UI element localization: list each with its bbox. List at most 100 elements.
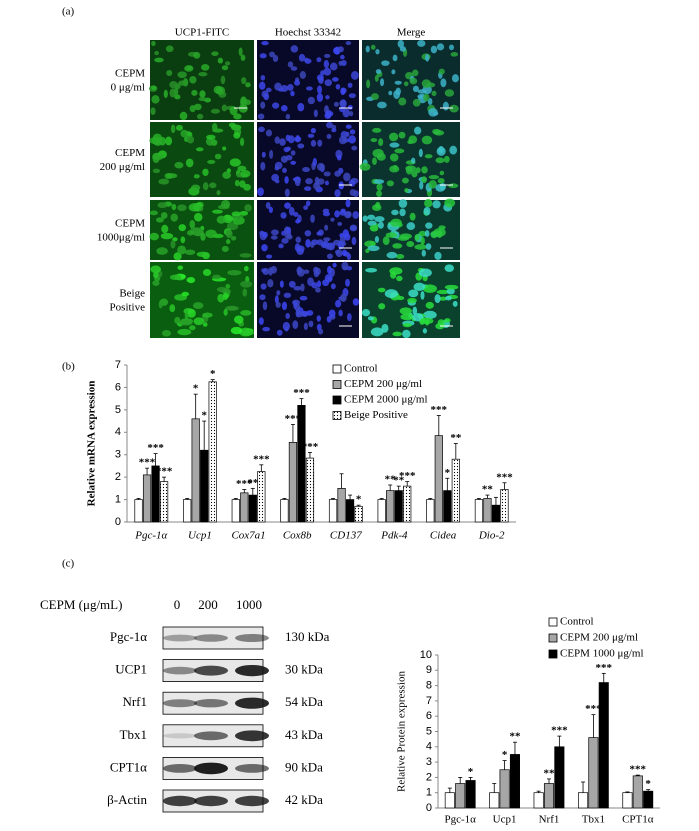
cell [425, 222, 433, 229]
cell [290, 90, 295, 97]
cell [376, 152, 386, 161]
cell [367, 316, 374, 321]
cell [339, 209, 347, 216]
legend-swatch [548, 649, 558, 659]
cell [395, 254, 405, 260]
cell [161, 224, 169, 234]
cell [428, 107, 438, 117]
cell [196, 113, 204, 120]
cell [409, 77, 418, 85]
cell [420, 236, 425, 245]
significance-label: *** [302, 441, 319, 453]
legend-label: CEPM 200 μg/ml [560, 632, 638, 644]
row-label: CEPM 200 μg/ml [100, 146, 146, 172]
cell [210, 108, 221, 114]
cell [437, 229, 443, 239]
cell [178, 80, 187, 86]
cell [245, 82, 251, 88]
cell [300, 283, 305, 292]
cell [435, 157, 445, 164]
bar [377, 499, 386, 523]
significance-label: *** [253, 453, 270, 465]
cell [329, 62, 338, 71]
cell [303, 205, 309, 210]
cell [233, 113, 242, 120]
cell [262, 231, 268, 238]
cell [362, 215, 368, 222]
cell [444, 264, 455, 272]
cell [274, 136, 280, 144]
dose-label: 1000 [236, 597, 262, 612]
cell [195, 147, 204, 152]
significance-label: *** [431, 404, 448, 416]
cell [216, 190, 221, 196]
legend-swatch [548, 617, 558, 627]
cell [227, 269, 242, 276]
cell [317, 162, 325, 171]
cell [439, 183, 447, 191]
cell [343, 172, 351, 182]
significance-label: *** [496, 471, 513, 483]
cell [336, 155, 342, 161]
cell [417, 89, 428, 94]
cell [151, 85, 157, 91]
cell [338, 309, 343, 317]
y-tick-label: 0 [426, 802, 432, 814]
cell [261, 41, 269, 46]
cell [306, 86, 313, 91]
cell [431, 90, 437, 97]
x-tick-label: Pgc-1α [134, 530, 167, 542]
cell [193, 317, 205, 326]
cell [205, 229, 217, 239]
cell [200, 232, 206, 241]
cell [285, 146, 292, 151]
significance-label: *** [630, 764, 647, 776]
cell [395, 87, 401, 96]
cell [369, 241, 376, 246]
cell [392, 243, 403, 249]
cell [262, 326, 270, 332]
cell [315, 287, 321, 293]
cell [439, 170, 445, 176]
cell [241, 77, 247, 85]
cell [370, 327, 384, 337]
significance-label: * [645, 778, 651, 790]
x-tick-label: Pgc-1α [444, 814, 476, 826]
cell [440, 78, 447, 88]
cell [436, 43, 445, 51]
cell [310, 214, 315, 223]
x-tick-label: CPT1α [622, 814, 654, 826]
size-label: 42 kDa [285, 792, 323, 807]
cell [238, 327, 253, 337]
cell [369, 224, 379, 232]
legend-swatch [332, 364, 342, 374]
cell [157, 202, 168, 209]
cell [412, 306, 418, 315]
cell [303, 269, 310, 274]
cell [199, 90, 206, 98]
cell [376, 190, 382, 198]
band [194, 634, 228, 642]
cell [338, 135, 347, 145]
cell [407, 297, 417, 304]
cell [424, 154, 433, 159]
cell [398, 199, 408, 208]
cell [292, 320, 299, 330]
cell [229, 106, 238, 116]
cell [406, 240, 415, 248]
cell [398, 97, 407, 106]
cell [242, 288, 248, 297]
cell [346, 313, 352, 322]
cell [421, 135, 433, 145]
cell [337, 221, 343, 227]
band [163, 666, 197, 675]
cell [421, 79, 432, 88]
cell [424, 230, 430, 237]
cell [187, 308, 196, 318]
bar [554, 746, 565, 809]
cell [351, 236, 357, 246]
cell [341, 249, 348, 257]
cell [446, 288, 455, 295]
cell [338, 60, 343, 66]
column-header: Merge [397, 27, 426, 39]
